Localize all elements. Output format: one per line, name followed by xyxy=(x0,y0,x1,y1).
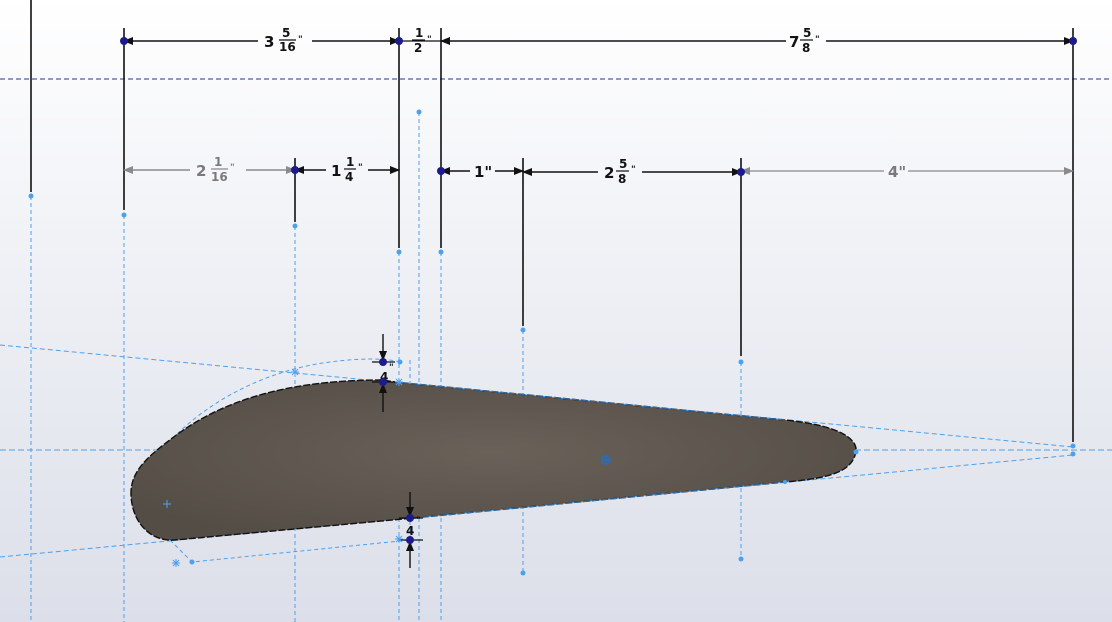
dim-den: 4 xyxy=(406,524,414,538)
dim-whole: 7 xyxy=(789,33,799,51)
construction-arc-lower[interactable] xyxy=(169,539,411,563)
dim-whole: 2 xyxy=(604,164,614,182)
dim-num: 1 xyxy=(346,155,354,169)
dim-unit: " xyxy=(230,163,235,173)
dim-text: 1" xyxy=(474,163,492,181)
dim-whole: 1 xyxy=(331,162,341,180)
dim-unit: " xyxy=(416,516,421,526)
dim-den: 4 xyxy=(345,170,353,184)
dimension-1[interactable]: 1" xyxy=(440,163,524,181)
dimension-4[interactable]: 4" xyxy=(740,163,1074,181)
dim-den: 8 xyxy=(802,41,810,55)
dimension-thickness-lower[interactable]: " 4 xyxy=(399,492,423,568)
construction-points[interactable] xyxy=(28,109,1076,576)
dim-den: 16 xyxy=(211,170,228,184)
dim-den: 16 xyxy=(279,40,296,54)
dim-num: 5 xyxy=(619,157,627,171)
dim-den: 2 xyxy=(414,41,422,55)
dimension-1-1-4[interactable]: 1 1 4 " xyxy=(294,155,400,184)
dim-whole: 2 xyxy=(196,162,206,180)
dimension-1-2[interactable]: 1 2 " xyxy=(399,26,461,55)
centerpoint-icon[interactable] xyxy=(601,455,611,465)
dim-unit: " xyxy=(815,35,820,45)
extension-lines xyxy=(30,0,1074,442)
dim-num: 1 xyxy=(214,155,222,169)
dim-unit: " xyxy=(631,165,636,175)
dim-num: 5 xyxy=(803,26,811,40)
profile-edge-highlight xyxy=(394,381,786,519)
dim-unit: " xyxy=(427,35,432,45)
dim-den: 8 xyxy=(618,172,626,186)
origin-icon xyxy=(163,500,171,508)
dim-unit: " xyxy=(298,35,303,45)
dimension-7-5-8[interactable]: 7 5 8 " xyxy=(461,26,1074,55)
dim-den: 4 xyxy=(380,370,388,384)
airfoil-profile[interactable] xyxy=(130,379,857,541)
sketch-point-markers xyxy=(172,368,403,567)
dim-unit: " xyxy=(358,163,363,173)
dim-whole: 3 xyxy=(264,33,274,51)
dimension-3-5-16[interactable]: 3 5 16 " xyxy=(123,26,400,54)
dim-text: 4" xyxy=(888,163,906,181)
dimension-2-5-8[interactable]: 2 5 8 " xyxy=(522,157,742,186)
vertical-construction-lines xyxy=(30,112,742,622)
dim-num: 5 xyxy=(282,26,290,40)
dim-num: 1 xyxy=(415,26,423,40)
sketch-endpoints[interactable] xyxy=(120,37,1077,544)
dim-unit: " xyxy=(389,363,394,373)
dimension-2-1-16[interactable]: 2 1 16 " xyxy=(123,155,296,184)
